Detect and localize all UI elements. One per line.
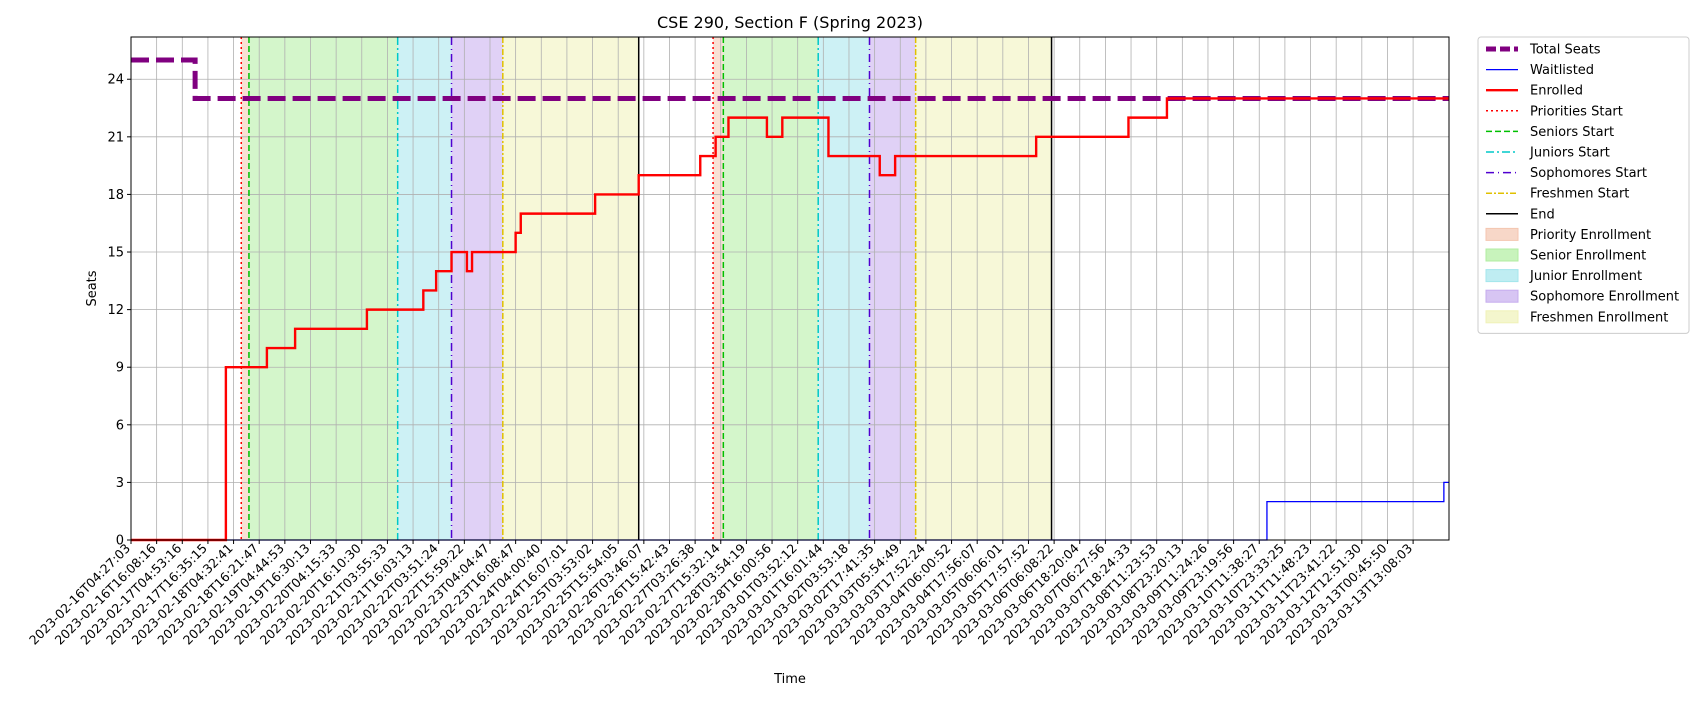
period-band bbox=[451, 37, 503, 540]
y-tick-label: 0 bbox=[116, 534, 124, 549]
legend-label: Sophomore Enrollment bbox=[1530, 290, 1679, 305]
y-axis-label: Seats bbox=[85, 270, 100, 306]
legend-swatch bbox=[1485, 269, 1519, 283]
legend-swatch bbox=[1485, 289, 1519, 303]
period-band bbox=[713, 37, 724, 540]
y-tick-label: 6 bbox=[116, 418, 124, 433]
period-band bbox=[869, 37, 916, 540]
grid-lines bbox=[130, 37, 1449, 541]
legend-label: Total Seats bbox=[1529, 43, 1601, 58]
series-line bbox=[131, 57, 1449, 101]
legend-swatch bbox=[1485, 227, 1519, 241]
legend-label: Enrolled bbox=[1530, 84, 1583, 99]
y-tick-label: 3 bbox=[116, 476, 124, 491]
legend-box bbox=[1477, 36, 1690, 334]
legend-label: Junior Enrollment bbox=[1529, 269, 1642, 284]
legend-label: Freshmen Start bbox=[1530, 187, 1629, 202]
x-axis-label: Time bbox=[773, 672, 806, 687]
period-band bbox=[248, 37, 398, 540]
period-band bbox=[723, 37, 819, 540]
period-band bbox=[241, 37, 249, 540]
legend-label: Freshmen Enrollment bbox=[1530, 310, 1668, 325]
legend-label: Priority Enrollment bbox=[1530, 228, 1651, 243]
legend-label: Waitlisted bbox=[1530, 63, 1594, 78]
y-tick-label: 24 bbox=[107, 73, 124, 88]
legend-swatch bbox=[1485, 248, 1519, 262]
legend-label: Seniors Start bbox=[1530, 125, 1614, 140]
x-axis-ticks: 2023-02-16T04:27:032023-02-16T16:08:1620… bbox=[26, 540, 1415, 648]
legend: Total Seats Waitlisted Enrolled Priorities … bbox=[1477, 36, 1690, 334]
legend-label: End bbox=[1530, 207, 1555, 222]
series-line bbox=[131, 97, 1449, 542]
legend-label: Juniors Start bbox=[1529, 146, 1610, 161]
y-tick-label: 15 bbox=[107, 246, 124, 261]
y-axis-ticks: 0 3 6 9 12 15 18 21 24 bbox=[107, 73, 131, 549]
legend-label: Priorities Start bbox=[1530, 104, 1623, 119]
y-tick-label: 12 bbox=[107, 303, 124, 318]
enrollment-period-bands bbox=[241, 37, 1052, 540]
y-tick-label: 9 bbox=[116, 361, 124, 376]
chart-title: CSE 290, Section F (Spring 2023) bbox=[657, 13, 923, 32]
phase-start-markers bbox=[240, 37, 1053, 540]
plot-frame bbox=[130, 36, 1450, 541]
legend-swatch bbox=[1485, 310, 1519, 324]
period-band bbox=[502, 37, 639, 540]
legend-label: Sophomores Start bbox=[1530, 166, 1647, 181]
legend-label: Senior Enrollment bbox=[1530, 249, 1646, 264]
period-band bbox=[818, 37, 870, 540]
y-tick-label: 21 bbox=[107, 130, 124, 145]
period-band bbox=[915, 37, 1052, 540]
period-band bbox=[397, 37, 452, 540]
y-tick-label: 18 bbox=[107, 188, 124, 203]
